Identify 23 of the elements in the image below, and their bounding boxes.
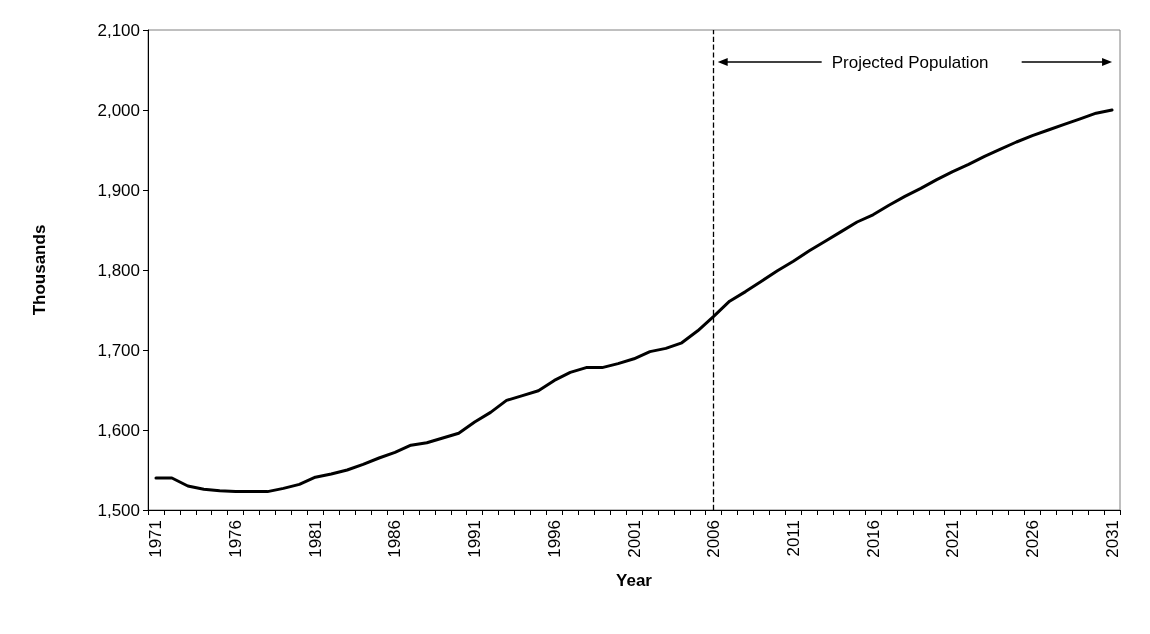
y-tick-label: 1,600 — [97, 420, 140, 440]
x-tick-label: 1981 — [305, 520, 325, 558]
y-tick-label: 2,000 — [97, 100, 140, 120]
y-tick-label: 2,100 — [97, 20, 140, 40]
x-tick-label: 2011 — [783, 520, 803, 557]
x-tick-label: 1991 — [465, 520, 485, 558]
x-axis-title: Year — [616, 571, 653, 590]
y-tick-label: 1,800 — [97, 260, 140, 280]
y-axis-title: Thousands — [30, 224, 49, 316]
x-tick-label: 1971 — [146, 520, 166, 558]
x-tick-label: 2031 — [1102, 520, 1122, 558]
x-tick-label: 1986 — [385, 520, 405, 558]
x-tick-label: 2001 — [624, 520, 644, 558]
y-tick-label: 1,900 — [97, 180, 140, 200]
x-tick-label: 2026 — [1022, 520, 1042, 558]
x-tick-label: 1996 — [544, 520, 564, 558]
x-tick-label: 2016 — [863, 520, 883, 558]
y-tick-label: 1,500 — [97, 500, 140, 520]
annotation: Projected Population — [831, 52, 989, 72]
x-tick-label: 2021 — [943, 520, 963, 558]
x-tick-label: 1976 — [226, 520, 246, 558]
y-tick-label: 1,700 — [97, 340, 140, 360]
x-tick-label: 2006 — [704, 520, 724, 558]
